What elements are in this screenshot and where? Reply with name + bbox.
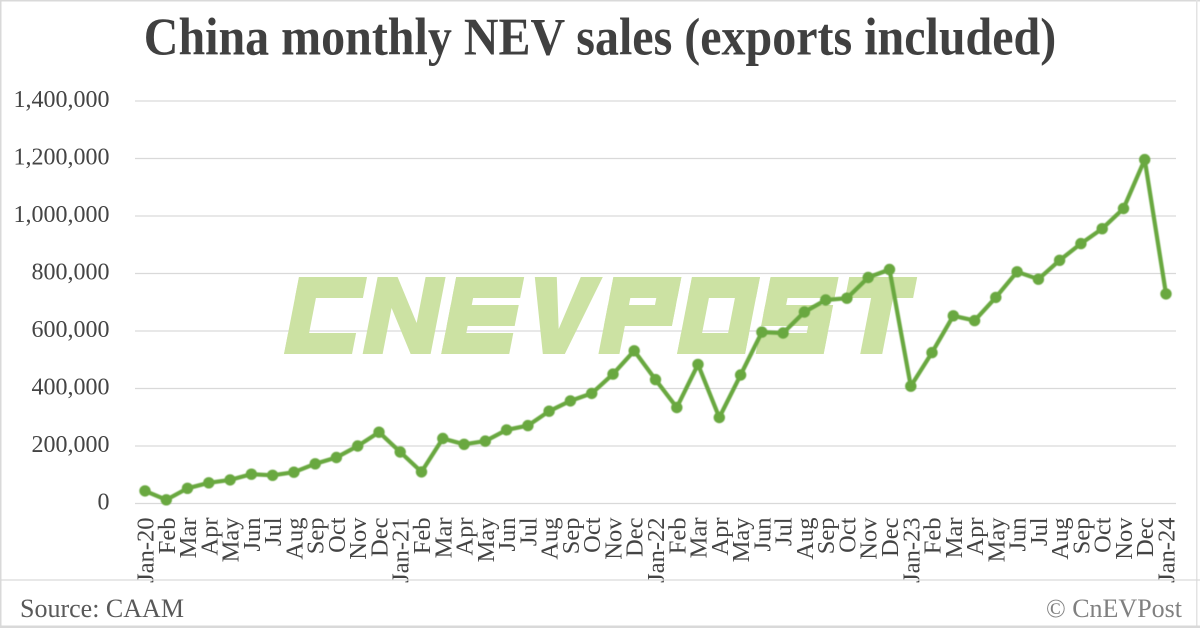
svg-text:200,000: 200,000 (32, 432, 110, 458)
svg-text:Oct: Oct (1090, 517, 1117, 553)
svg-text:Nov: Nov (856, 517, 883, 560)
svg-text:Jul: Jul (515, 517, 542, 546)
svg-text:Dec: Dec (622, 517, 649, 557)
svg-text:Feb: Feb (664, 518, 691, 555)
svg-text:Sep: Sep (303, 518, 330, 555)
svg-text:China monthly NEV sales (expor: China monthly NEV sales (exports include… (144, 7, 1056, 66)
svg-text:Sep: Sep (813, 518, 840, 555)
svg-text:Jan-23: Jan-23 (898, 518, 925, 583)
svg-text:May: May (473, 517, 500, 563)
svg-text:May: May (983, 517, 1010, 563)
svg-text:Sep: Sep (1068, 518, 1095, 555)
svg-text:Jun: Jun (1005, 518, 1032, 552)
svg-text:© CnEVPost: © CnEVPost (1046, 594, 1183, 623)
svg-text:Nov: Nov (1111, 517, 1138, 560)
svg-text:Aug: Aug (281, 518, 308, 560)
svg-text:Apr: Apr (452, 518, 479, 556)
svg-text:0: 0 (98, 490, 110, 516)
svg-text:Jul: Jul (771, 517, 798, 546)
svg-text:Nov: Nov (345, 517, 372, 560)
svg-text:400,000: 400,000 (32, 375, 110, 401)
svg-text:Feb: Feb (920, 518, 947, 555)
svg-text:Oct: Oct (834, 517, 861, 553)
svg-text:Apr: Apr (962, 518, 989, 556)
svg-text:600,000: 600,000 (32, 317, 110, 343)
svg-text:Jan-22: Jan-22 (643, 518, 670, 583)
svg-text:Jun: Jun (749, 518, 776, 552)
svg-text:1,000,000: 1,000,000 (14, 202, 110, 228)
svg-text:Aug: Aug (1047, 518, 1074, 560)
svg-text:Sep: Sep (558, 518, 585, 555)
svg-text:Oct: Oct (324, 517, 351, 553)
svg-text:Jan-24: Jan-24 (1154, 518, 1181, 583)
svg-text:Dec: Dec (877, 517, 904, 557)
svg-text:Jul: Jul (260, 517, 287, 546)
svg-text:Jun: Jun (239, 518, 266, 552)
svg-text:800,000: 800,000 (32, 260, 110, 286)
svg-text:Dec: Dec (1132, 517, 1159, 557)
svg-text:Mar: Mar (175, 518, 202, 559)
svg-text:Aug: Aug (537, 518, 564, 560)
svg-text:May: May (728, 517, 755, 563)
svg-text:Apr: Apr (707, 518, 734, 556)
svg-text:Apr: Apr (196, 518, 223, 556)
svg-text:Mar: Mar (430, 518, 457, 559)
svg-text:Nov: Nov (601, 517, 628, 560)
svg-text:Jan-21: Jan-21 (388, 518, 415, 583)
svg-text:Feb: Feb (154, 518, 181, 555)
svg-text:Jun: Jun (494, 518, 521, 552)
svg-text:Source: CAAM: Source: CAAM (20, 594, 184, 623)
svg-text:1,400,000: 1,400,000 (14, 87, 110, 113)
svg-text:Jan-20: Jan-20 (133, 518, 160, 583)
svg-text:Jul: Jul (1026, 517, 1053, 546)
svg-text:Oct: Oct (579, 517, 606, 553)
svg-text:Dec: Dec (367, 517, 394, 557)
svg-text:Mar: Mar (941, 518, 968, 559)
svg-text:Mar: Mar (686, 518, 713, 559)
svg-text:Aug: Aug (792, 518, 819, 560)
svg-text:Feb: Feb (409, 518, 436, 555)
svg-text:May: May (218, 517, 245, 563)
svg-text:1,200,000: 1,200,000 (14, 145, 110, 171)
